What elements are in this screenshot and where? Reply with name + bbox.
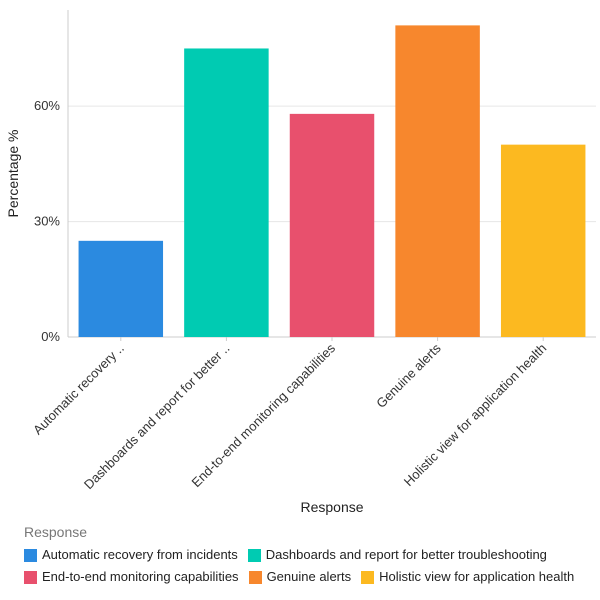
- legend-title: Response: [24, 524, 88, 540]
- y-tick-label: 0%: [41, 329, 60, 344]
- bar-5[interactable]: [500, 144, 586, 337]
- legend-item-1[interactable]: Automatic recovery from incidents: [24, 546, 238, 564]
- x-axis-ticks: Automatic recovery ..Dashboards and repo…: [30, 337, 549, 492]
- bar-1[interactable]: [78, 240, 164, 337]
- x-tick-label: Automatic recovery ..: [30, 341, 127, 438]
- legend-label: Genuine alerts: [266, 569, 352, 584]
- bar-2[interactable]: [184, 48, 269, 338]
- legend-label: Automatic recovery from incidents: [42, 547, 238, 562]
- legend-swatch: [248, 570, 262, 584]
- y-axis-ticks: 0% 30% 60%: [34, 98, 60, 344]
- legend-swatch: [361, 570, 375, 584]
- legend-items: Automatic recovery from incidents Dashboa…: [24, 546, 594, 586]
- y-tick-label: 60%: [34, 98, 60, 113]
- legend-swatch: [24, 548, 37, 562]
- legend-label: Dashboards and report for better trouble…: [265, 547, 547, 562]
- bar-chart: 0% 30% 60% Automatic recovery ..Dashboards…: [5, 10, 596, 515]
- legend-label: Holistic view for application health: [379, 569, 575, 584]
- y-axis-title: Percentage %: [5, 130, 21, 218]
- legend-item-3[interactable]: End-to-end monitoring capabilities: [24, 568, 239, 586]
- legend-item-2[interactable]: Dashboards and report for better trouble…: [247, 546, 547, 564]
- legend-item-4[interactable]: Genuine alerts: [248, 568, 352, 586]
- legend-swatch: [24, 570, 37, 584]
- legend: Response Automatic recovery from inciden…: [24, 524, 594, 586]
- x-tick-label: Genuine alerts: [373, 340, 444, 411]
- bar-3[interactable]: [289, 113, 375, 337]
- bars: [78, 25, 586, 338]
- y-tick-label: 30%: [34, 214, 60, 229]
- legend-item-5[interactable]: Holistic view for application health: [361, 568, 574, 586]
- legend-swatch: [247, 548, 261, 562]
- legend-label: End-to-end monitoring capabilities: [42, 569, 239, 584]
- x-axis-title: Response: [300, 499, 363, 515]
- bar-4[interactable]: [395, 25, 480, 337]
